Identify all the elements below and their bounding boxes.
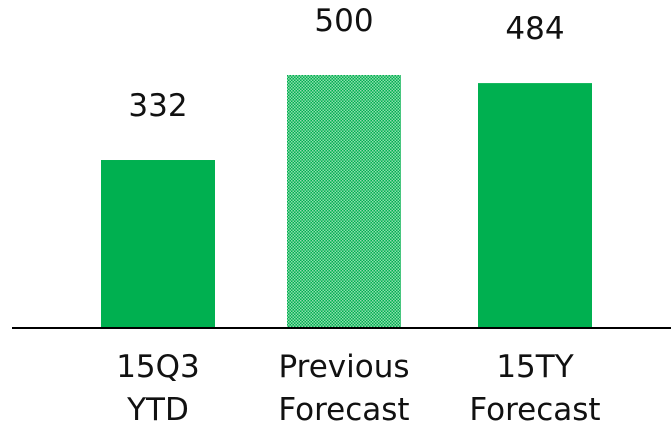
category-labels-group: 15Q3 YTD Previous Forecast 15TY Forecast (116, 349, 600, 428)
data-label-2: 484 (505, 11, 564, 47)
category-label-0-line-0: 15Q3 (116, 349, 200, 385)
data-label-1: 500 (314, 3, 373, 39)
category-label-0-line-1: YTD (126, 392, 189, 428)
category-label-2-line-0: 15TY (496, 349, 573, 385)
bars-group (101, 75, 592, 328)
bar-1 (287, 75, 401, 328)
bar-0 (101, 160, 215, 328)
category-label-2-line-1: Forecast (469, 392, 600, 428)
bar-2 (478, 83, 592, 328)
data-labels-group: 332 500 484 (128, 3, 564, 124)
data-label-0: 332 (128, 88, 187, 124)
category-label-1-line-1: Forecast (278, 392, 409, 428)
category-label-1-line-0: Previous (278, 349, 409, 385)
